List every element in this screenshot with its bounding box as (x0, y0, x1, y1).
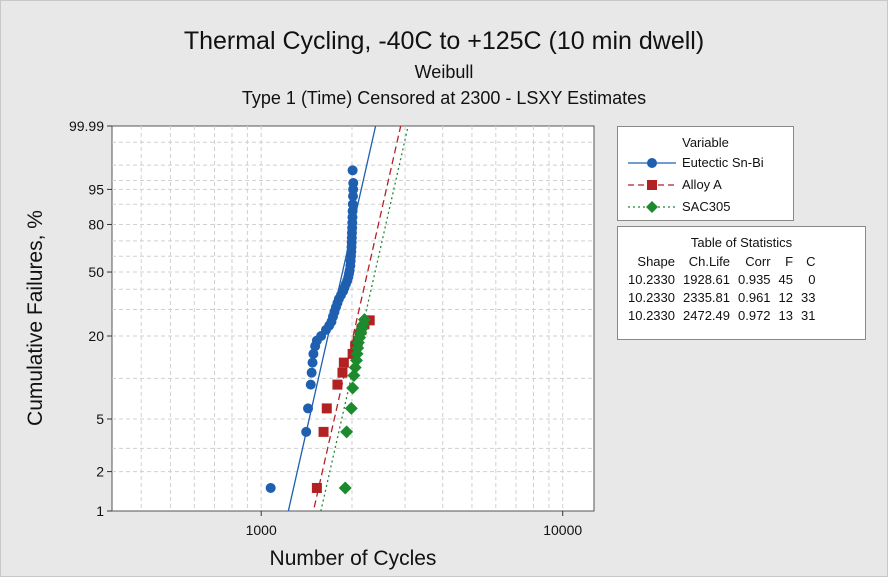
y-tick-label: 5 (96, 411, 104, 427)
data-point (321, 403, 332, 414)
data-point (311, 482, 322, 493)
legend-entry-alloy-a: Alloy A (626, 175, 791, 195)
axes: 1000 10000 1 2 5 20 50 80 95 99.99 (69, 118, 582, 538)
data-point (346, 381, 360, 395)
fit-line-1 (312, 126, 402, 511)
stat-cell: 2472.49 (683, 308, 730, 323)
statistics-row: 10.2330 2472.49 0.972 13 31 (624, 307, 819, 325)
chart-subtitle-2: Type 1 (Time) Censored at 2300 - LSXY Es… (241, 88, 647, 108)
stat-col-header: C (806, 254, 816, 269)
stat-cell: 12 (778, 290, 794, 305)
data-point (340, 425, 354, 439)
y-tick-label: 1 (96, 503, 104, 519)
y-axis-label: Cumulative Failures, % (24, 210, 47, 426)
stat-cell: 33 (801, 290, 816, 305)
data-point (344, 401, 358, 415)
chart-title: Thermal Cycling, -40C to +125C (10 min d… (183, 27, 705, 55)
y-tick-label: 20 (88, 328, 104, 344)
stat-cell: 10.2330 (628, 308, 675, 323)
statistics-row: 10.2330 2335.81 0.961 12 33 (624, 289, 819, 307)
statistics-table-title: Table of Statistics (690, 235, 793, 250)
y-tick-label: 50 (88, 264, 104, 280)
data-point (338, 357, 349, 368)
stat-cell: 0 (808, 272, 816, 287)
stat-col-header: Shape (637, 254, 675, 269)
statistics-row: 10.2330 1928.61 0.935 45 0 (624, 271, 819, 289)
statistics-header-row: Shape Ch.Life Corr F C (624, 253, 819, 271)
legend-entry-sac305: SAC305 (626, 197, 791, 217)
stat-cell: 10.2330 (628, 290, 675, 305)
grid-lines (112, 126, 594, 511)
legend-swatch-square (628, 180, 676, 190)
y-tick-label: 2 (96, 464, 104, 480)
legend-swatch-diamond (628, 201, 676, 213)
data-point (308, 348, 319, 359)
data-points (265, 165, 375, 495)
y-tick-label: 99.99 (69, 118, 104, 134)
stat-cell: 45 (778, 272, 794, 287)
stat-cell: 10.2330 (628, 272, 675, 287)
x-axis-label: Number of Cycles (270, 547, 437, 570)
data-point (303, 403, 314, 414)
stat-cell: 13 (778, 308, 794, 323)
data-point (318, 426, 329, 437)
data-point (301, 426, 312, 437)
stat-cell: 0.961 (738, 290, 771, 305)
legend-label: SAC305 (682, 199, 731, 214)
data-point (337, 367, 348, 378)
stat-cell: 0.972 (738, 308, 771, 323)
data-point (347, 199, 358, 210)
stat-cell: 31 (801, 308, 816, 323)
statistics-table: Table of Statistics Shape Ch.Life Corr F… (617, 226, 866, 340)
legend-label: Alloy A (682, 177, 722, 192)
y-tick-label: 95 (88, 181, 104, 197)
stat-col-header: Corr (745, 254, 771, 269)
stat-col-header: Ch.Life (688, 254, 730, 269)
statistics-grid: Shape Ch.Life Corr F C 10.2330 1928.61 0… (624, 253, 819, 325)
data-point (347, 368, 361, 382)
data-point (338, 481, 352, 495)
legend-swatch-circle (628, 158, 676, 168)
data-point (347, 165, 358, 176)
legend: Variable Eutectic Sn-Bi Alloy A SAC305 (617, 126, 794, 221)
x-tick-label: 1000 (246, 522, 277, 538)
data-point (306, 367, 317, 378)
stat-col-header: F (785, 254, 794, 269)
chart-subtitle: Weibull (414, 62, 474, 82)
legend-title: Variable (682, 135, 729, 150)
stat-cell: 0.935 (738, 272, 771, 287)
legend-label: Eutectic Sn-Bi (682, 155, 764, 170)
stat-cell: 1928.61 (683, 272, 730, 287)
data-point (305, 379, 316, 390)
data-point (265, 482, 276, 493)
x-tick-label: 10000 (543, 522, 582, 538)
data-point (307, 357, 318, 368)
data-point (357, 313, 371, 327)
y-tick-label: 80 (88, 216, 104, 232)
legend-entry-eutectic: Eutectic Sn-Bi (626, 153, 791, 173)
stat-cell: 2335.81 (683, 290, 730, 305)
data-point (332, 379, 343, 390)
data-point (348, 178, 359, 189)
